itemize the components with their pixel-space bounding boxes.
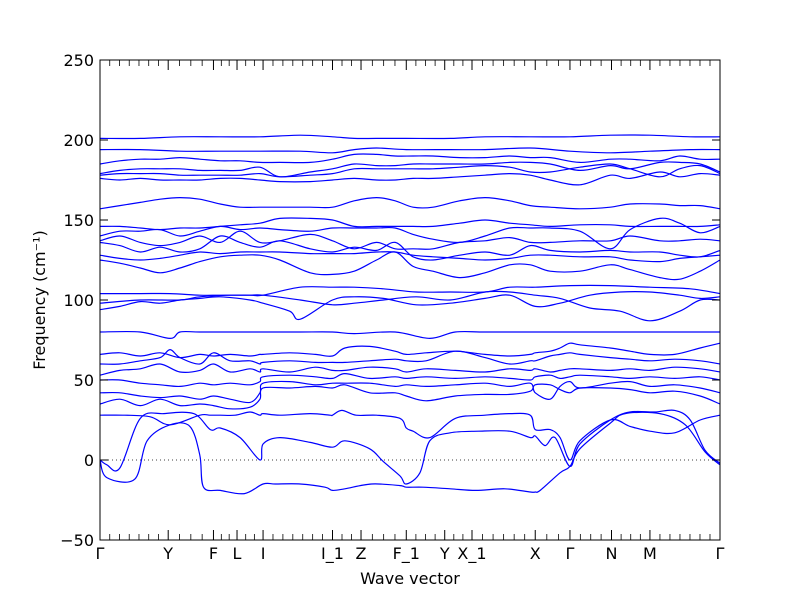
band-line-20 bbox=[99, 196, 721, 210]
band-line-15 bbox=[99, 251, 721, 263]
band-line-13 bbox=[99, 284, 721, 297]
band-line-8 bbox=[99, 348, 721, 365]
minor-ticks-group bbox=[109, 60, 711, 540]
band-line-26 bbox=[99, 134, 721, 140]
band-line-9 bbox=[99, 342, 721, 359]
x-tick-label: M bbox=[643, 544, 657, 563]
y-tick-label: 200 bbox=[63, 131, 94, 150]
y-tick-label: 150 bbox=[63, 211, 94, 230]
x-tick-label: F bbox=[209, 544, 218, 563]
band-line-3 bbox=[99, 409, 721, 461]
band-line-16 bbox=[99, 235, 721, 261]
band-line-7 bbox=[99, 363, 721, 376]
x-tick-label: I_1 bbox=[321, 544, 344, 564]
band-line-6 bbox=[99, 372, 721, 388]
x-tick-label: X bbox=[530, 544, 541, 563]
y-tick-label: 0 bbox=[84, 451, 94, 470]
y-tick-label: −50 bbox=[60, 531, 94, 550]
band-line-25 bbox=[99, 147, 721, 154]
x-axis-title: Wave vector bbox=[360, 569, 460, 588]
x-tick-label: Z bbox=[356, 544, 367, 563]
band-line-18 bbox=[99, 217, 721, 250]
band-line-4 bbox=[99, 383, 721, 410]
band-lines-group bbox=[99, 134, 721, 495]
band-line-21 bbox=[99, 171, 721, 186]
y-tick-label: 50 bbox=[74, 371, 94, 390]
plot-area-frame bbox=[99, 59, 721, 541]
band-line-5 bbox=[99, 380, 721, 404]
x-tick-label: Γ bbox=[716, 544, 725, 563]
band-line-24 bbox=[99, 153, 721, 165]
x-tick-label: X_1 bbox=[457, 544, 486, 564]
x-tick-label: Γ bbox=[96, 544, 105, 563]
band-line-1 bbox=[99, 411, 721, 495]
x-tick-label: L bbox=[233, 544, 242, 563]
y-tick-label: 100 bbox=[63, 291, 94, 310]
x-tick-label: Γ bbox=[565, 544, 574, 563]
x-tick-label: I bbox=[261, 544, 266, 563]
band-line-17 bbox=[99, 230, 721, 250]
band-line-19 bbox=[99, 217, 721, 231]
band-line-23 bbox=[99, 161, 721, 178]
band-line-22 bbox=[99, 163, 721, 178]
x-tick-label: F_1 bbox=[393, 544, 420, 564]
y-tick-label: 250 bbox=[63, 51, 94, 70]
y-axis-title: Frequency (cm⁻¹) bbox=[30, 230, 49, 369]
x-tick-label: Y bbox=[162, 544, 173, 563]
x-tick-label: Y bbox=[439, 544, 450, 563]
band-line-10 bbox=[99, 330, 720, 340]
x-tick-label: N bbox=[606, 544, 618, 563]
